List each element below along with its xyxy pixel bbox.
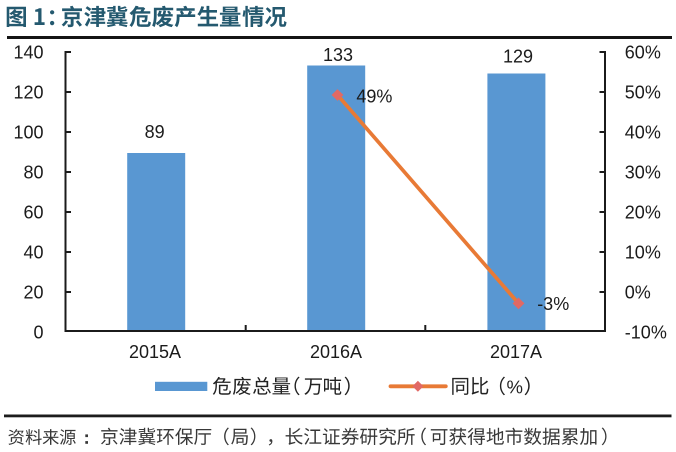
svg-text:-10%: -10% (625, 323, 667, 343)
svg-text:-3%: -3% (537, 294, 569, 314)
svg-text:2016A: 2016A (310, 342, 362, 362)
svg-text:0: 0 (33, 323, 43, 343)
svg-text:49%: 49% (356, 87, 392, 107)
svg-text:80: 80 (23, 163, 43, 183)
svg-text:40%: 40% (625, 123, 661, 143)
svg-text:0%: 0% (625, 283, 651, 303)
svg-text:20: 20 (23, 283, 43, 303)
svg-text:2015A: 2015A (129, 342, 181, 362)
svg-text:140: 140 (13, 43, 43, 63)
svg-text:10%: 10% (625, 243, 661, 263)
svg-text:89: 89 (145, 122, 165, 142)
svg-text:20%: 20% (625, 203, 661, 223)
svg-text:60%: 60% (625, 43, 661, 63)
svg-text:30%: 30% (625, 163, 661, 183)
svg-text:100: 100 (13, 123, 43, 143)
svg-text:2017A: 2017A (490, 342, 542, 362)
svg-text:60: 60 (23, 203, 43, 223)
svg-text:40: 40 (23, 243, 43, 263)
svg-text:50%: 50% (625, 83, 661, 103)
svg-text:120: 120 (13, 83, 43, 103)
svg-text:133: 133 (323, 45, 353, 65)
svg-text:129: 129 (503, 46, 533, 66)
